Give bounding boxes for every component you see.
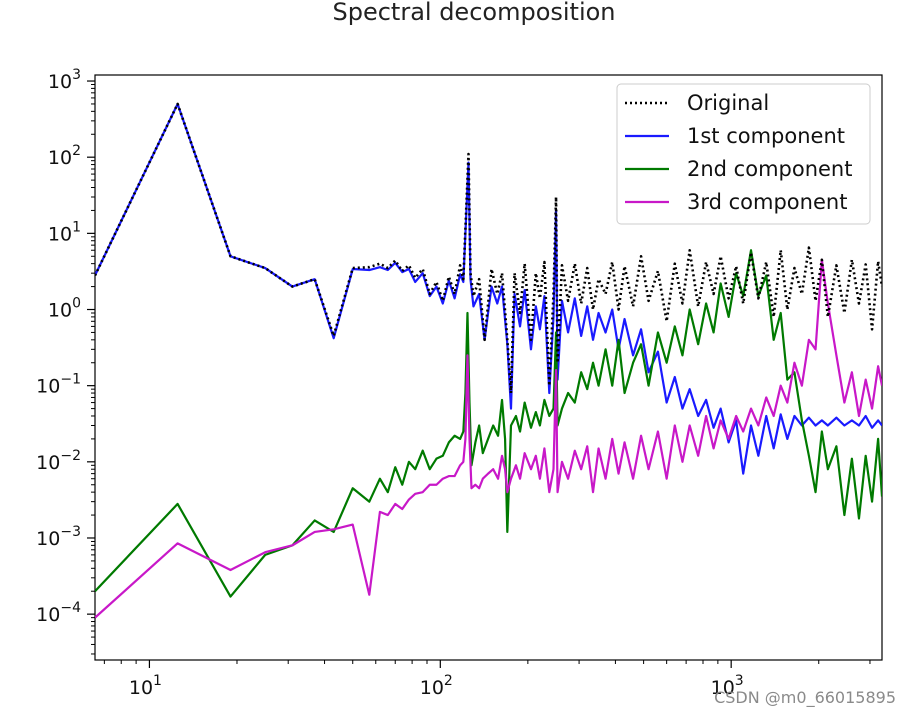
legend-box — [616, 83, 871, 225]
y-tick-label: 10−3 — [36, 524, 81, 550]
chart-title: Spectral decomposition — [332, 0, 615, 26]
series-line-4 — [95, 258, 882, 619]
series-line-2 — [95, 102, 882, 475]
legend-label-4: 3rd component — [687, 190, 847, 214]
legend-label-3: 2nd component — [687, 157, 852, 181]
legend-label-1: Original — [687, 91, 769, 115]
legend-label-2: 1st component — [687, 124, 845, 148]
plot-area-frame — [94, 74, 883, 661]
y-tick-label: 100 — [48, 296, 81, 322]
watermark: CSDN @m0_66015895 — [714, 688, 896, 707]
y-tick-label: 101 — [48, 219, 81, 245]
x-tick-label: 101 — [129, 673, 162, 699]
y-tick-label: 10−1 — [36, 372, 81, 398]
y-tick-label: 10−4 — [36, 600, 81, 626]
x-tick-label: 102 — [420, 673, 453, 699]
legend: Original 1st component 2nd component 3rd co… — [616, 83, 871, 225]
y-tick-label: 10−2 — [36, 448, 81, 474]
y-tick-label: 102 — [48, 143, 81, 169]
y-tick-label: 103 — [48, 67, 81, 93]
